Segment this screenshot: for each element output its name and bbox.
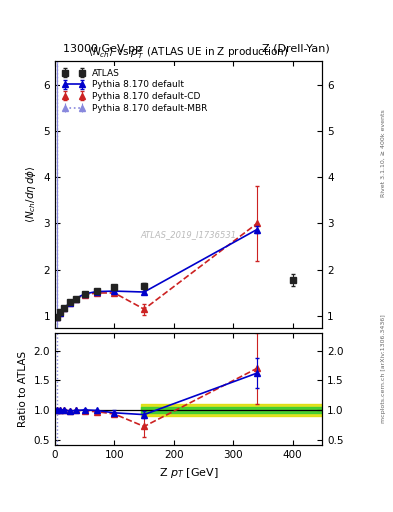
Legend: ATLAS, Pythia 8.170 default, Pythia 8.170 default-CD, Pythia 8.170 default-MBR: ATLAS, Pythia 8.170 default, Pythia 8.17… bbox=[59, 66, 210, 116]
Y-axis label: Ratio to ATLAS: Ratio to ATLAS bbox=[18, 351, 28, 427]
Text: Z (Drell-Yan): Z (Drell-Yan) bbox=[263, 44, 330, 54]
Y-axis label: $\langle N_{ch}/d\eta\, d\phi\rangle$: $\langle N_{ch}/d\eta\, d\phi\rangle$ bbox=[24, 166, 38, 223]
Text: mcplots.cern.ch [arXiv:1306.3436]: mcplots.cern.ch [arXiv:1306.3436] bbox=[381, 314, 386, 423]
Text: Rivet 3.1.10, ≥ 400k events: Rivet 3.1.10, ≥ 400k events bbox=[381, 110, 386, 198]
Text: 13000 GeV pp: 13000 GeV pp bbox=[63, 44, 142, 54]
Text: ATLAS_2019_I1736531: ATLAS_2019_I1736531 bbox=[141, 230, 237, 239]
X-axis label: Z $p_T$ [GeV]: Z $p_T$ [GeV] bbox=[159, 466, 219, 480]
Title: $\langle N_{ch}\rangle$ vs $p_T^Z$ (ATLAS UE in Z production): $\langle N_{ch}\rangle$ vs $p_T^Z$ (ATLA… bbox=[88, 45, 289, 61]
